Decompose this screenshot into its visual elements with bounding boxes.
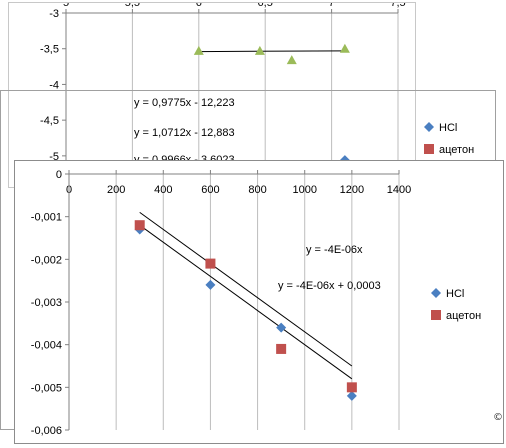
front-y-tick-label: -0,002 [31, 254, 62, 266]
back-x-tick-label: 7,5 [390, 3, 405, 9]
back-x-tick-label: 5 [63, 3, 69, 9]
front-legend-label-hcl: HCl [446, 288, 464, 300]
front-data-point [276, 343, 287, 354]
front-legend-marker-acetone [431, 310, 441, 320]
middle-legend-label-hcl: HCl [439, 122, 457, 134]
back-y-tick-label: -4 [49, 79, 59, 91]
front-data-point [134, 220, 145, 231]
back-y-tick-label: -3,5 [40, 44, 59, 56]
middle-legend-marker-hcl [424, 122, 434, 132]
front-y-tick-label: -0,003 [31, 297, 62, 309]
back-x-tick-label: 6 [196, 3, 202, 9]
back-data-point [339, 43, 350, 53]
back-y-tick-label: -5 [49, 151, 59, 163]
front-data-point [205, 258, 216, 269]
front-x-tick-label: 600 [201, 184, 219, 196]
middle-legend-label-acetone: ацетон [439, 144, 474, 156]
back-trendline [198, 50, 345, 53]
front-x-tick-label: 200 [107, 184, 125, 196]
front-y-tick-label: -0,004 [31, 340, 62, 352]
front-data-point [346, 390, 357, 401]
front-legend-label-acetone: ацетон [446, 310, 481, 322]
front-y-tick-label: -0,005 [31, 382, 62, 394]
front-equation-label: y = -4E-06x [306, 244, 363, 256]
front-y-tick-label: -0,006 [31, 425, 62, 437]
back-x-tick-label: 5,5 [125, 3, 140, 9]
back-x-tick-label: 6,5 [258, 3, 273, 9]
back-data-point [193, 45, 204, 55]
front-data-point [205, 279, 216, 290]
back-x-tick-label: 7 [329, 3, 335, 9]
middle-legend-marker-acetone [424, 144, 434, 154]
middle-legend-canvas: HCl ацетон [424, 122, 474, 156]
front-data-point [346, 382, 357, 393]
front-data-point [276, 322, 287, 333]
front-y-tick-label: -0,001 [31, 212, 62, 224]
front-trendline [139, 211, 353, 367]
front-x-tick-label: 800 [248, 184, 266, 196]
front-chart: 02004006008001000120014000-0,001-0,002-0… [14, 160, 504, 444]
front-legend-marker-hcl [431, 288, 441, 298]
back-equation-label: y = 1,0712x - 12,883 [134, 127, 235, 139]
back-equation-label: y = 0,9775x - 12,223 [134, 97, 235, 109]
back-data-point [286, 55, 297, 65]
front-y-tick-label: 0 [56, 169, 62, 181]
back-data-point [254, 45, 265, 55]
back-y-tick-label: -3 [49, 8, 59, 20]
front-trendline [139, 224, 353, 380]
front-equation-label: y = -4E-06x + 0,0003 [278, 280, 381, 292]
back-y-tick-label: -4,5 [40, 115, 59, 127]
front-x-tick-label: 1000 [292, 184, 316, 196]
front-x-tick-label: 400 [154, 184, 172, 196]
front-x-tick-label: 1400 [387, 184, 411, 196]
front-chart-canvas: 02004006008001000120014000-0,001-0,002-0… [31, 169, 481, 437]
front-x-tick-label: 1200 [340, 184, 364, 196]
corner-glyph: © [493, 412, 503, 423]
